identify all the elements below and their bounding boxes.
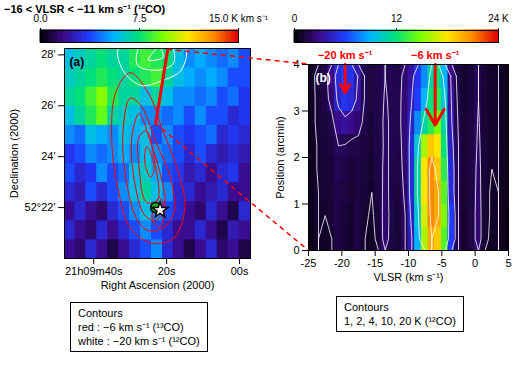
svg-text:−6 km s⁻¹: −6 km s⁻¹: [411, 49, 460, 61]
html-text:Contours: Contours: [78, 307, 123, 319]
html-text:Contours: Contours: [344, 301, 389, 313]
svg-text:-10: -10: [401, 257, 417, 269]
svg-text:0: 0: [292, 13, 298, 24]
svg-text:Right Ascension (2000): Right Ascension (2000): [101, 279, 215, 291]
svg-text:-25: -25: [301, 257, 317, 269]
svg-text:12: 12: [391, 13, 403, 24]
svg-text:−20 km s⁻¹: −20 km s⁻¹: [318, 49, 373, 61]
svg-text:Position (arcmin): Position (arcmin): [274, 116, 286, 199]
svg-text:15.0 K km s⁻¹: 15.0 K km s⁻¹: [209, 13, 269, 24]
svg-text:20s: 20s: [158, 265, 176, 277]
svg-text:0.0: 0.0: [34, 13, 48, 24]
svg-text:-5: -5: [437, 257, 447, 269]
svg-text:24': 24': [41, 150, 55, 162]
html-text:white : −20 km s⁻¹ (¹²CO): white : −20 km s⁻¹ (¹²CO): [78, 335, 200, 347]
html-text:1, 2, 4, 10, 20 K (¹²CO): 1, 2, 4, 10, 20 K (¹²CO): [344, 315, 456, 327]
svg-text:VLSR (km s⁻¹): VLSR (km s⁻¹): [374, 271, 444, 283]
svg-text:-15: -15: [367, 257, 383, 269]
svg-text:Declination (2000): Declination (2000): [8, 109, 20, 198]
svg-text:4: 4: [293, 58, 299, 70]
svg-text:2: 2: [293, 151, 299, 163]
svg-text:1: 1: [293, 198, 299, 210]
svg-text:24 K: 24 K: [488, 13, 509, 24]
svg-text:3: 3: [293, 105, 299, 117]
svg-text:-20: -20: [334, 257, 350, 269]
svg-text:21h09m40s: 21h09m40s: [65, 265, 123, 277]
html-text:−16 < VLSR < −11 km s⁻¹ (¹²CO): −16 < VLSR < −11 km s⁻¹ (¹²CO): [4, 3, 166, 15]
svg-text:52°22': 52°22': [25, 201, 56, 213]
svg-text:0: 0: [293, 244, 299, 256]
svg-text:5: 5: [505, 257, 511, 269]
svg-text:(a): (a): [70, 55, 85, 69]
svg-text:(b): (b): [316, 71, 331, 85]
svg-text:00s: 00s: [231, 265, 249, 277]
svg-text:28': 28': [41, 48, 55, 60]
svg-text:26': 26': [41, 99, 55, 111]
svg-text:7.5: 7.5: [133, 13, 147, 24]
svg-text:0: 0: [472, 257, 478, 269]
html-text:red : −6 km s⁻¹ (¹³CO): red : −6 km s⁻¹ (¹³CO): [78, 321, 184, 333]
